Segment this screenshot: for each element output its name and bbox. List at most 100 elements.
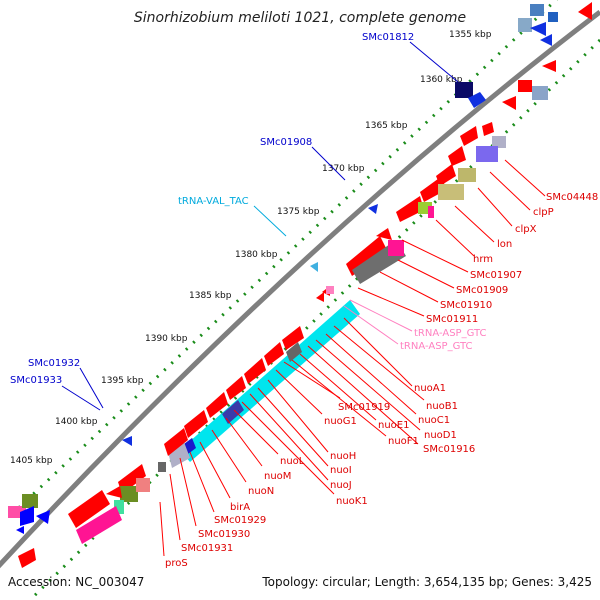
gene-block bbox=[388, 240, 404, 256]
gene-arrow bbox=[20, 506, 34, 526]
leader-SMc01907 bbox=[401, 239, 469, 273]
gene-arrow bbox=[18, 548, 36, 568]
leader-SMc01908 bbox=[311, 146, 346, 181]
leader-SMc01933 bbox=[61, 385, 101, 411]
leader-hrm bbox=[435, 219, 475, 257]
gene-block bbox=[530, 4, 544, 16]
label-SMc01919: SMc01919 bbox=[338, 402, 390, 413]
gene-block bbox=[120, 486, 138, 502]
gene-arrow bbox=[396, 196, 424, 222]
kbp-ticks: 1355 kbp 1360 kbp 1365 kbp 1370 kbp 1375… bbox=[10, 30, 492, 466]
label-nuoA1: nuoA1 bbox=[414, 383, 446, 394]
label-lon: lon bbox=[497, 239, 512, 250]
gene-arrow bbox=[264, 342, 284, 366]
leader-SMc01932 bbox=[79, 367, 104, 409]
gene-block bbox=[22, 494, 38, 508]
tick-1380: 1380 kbp bbox=[235, 250, 278, 260]
gene-arrow bbox=[530, 22, 546, 36]
gene-block bbox=[168, 442, 190, 468]
leader-nuoC1 bbox=[325, 333, 417, 415]
leader-nuoN bbox=[211, 429, 247, 483]
gene-block bbox=[548, 12, 558, 22]
gene-arrow bbox=[540, 34, 552, 46]
label-tRNA-ASP_GTC-2: tRNA-ASP_GTC bbox=[400, 341, 472, 352]
leader-nuoM bbox=[225, 417, 263, 467]
tick-1390: 1390 kbp bbox=[145, 334, 188, 344]
gene-arrow bbox=[448, 146, 466, 166]
tick-1405: 1405 kbp bbox=[10, 456, 53, 466]
tick-1375: 1375 kbp bbox=[277, 207, 320, 217]
gene-arrow bbox=[164, 428, 188, 456]
label-SMc01910: SMc01910 bbox=[440, 300, 492, 311]
gene-arrow bbox=[282, 326, 304, 350]
gene-arrow bbox=[482, 122, 494, 136]
leader-SMc04448 bbox=[504, 159, 546, 197]
gene-arrow bbox=[36, 510, 50, 524]
leader-lon bbox=[454, 205, 495, 243]
leader-tRNA-ASP_GTC-2 bbox=[343, 305, 399, 345]
gene-block bbox=[136, 478, 150, 492]
gene-block bbox=[286, 342, 302, 362]
gene-arrow bbox=[16, 526, 24, 534]
gene-block bbox=[158, 462, 166, 472]
label-nuoC1: nuoC1 bbox=[418, 415, 450, 426]
label-nuoD1: nuoD1 bbox=[424, 430, 457, 441]
gene-arrow bbox=[122, 436, 132, 446]
gene-arrow bbox=[206, 392, 228, 418]
label-clpX: clpX bbox=[515, 224, 537, 235]
gene-arrow bbox=[376, 228, 392, 240]
label-clpP: clpP bbox=[533, 207, 554, 218]
leader-nuoK1 bbox=[241, 401, 335, 495]
leader-nuoG1 bbox=[275, 369, 323, 415]
leader-birA bbox=[199, 441, 231, 499]
label-SMc01908: SMc01908 bbox=[260, 137, 312, 148]
genome-backbone bbox=[0, 10, 600, 569]
label-SMc01907: SMc01907 bbox=[470, 270, 522, 281]
leader-tRNA-VAL_TAC bbox=[253, 205, 287, 237]
gene-block-SMc01812 bbox=[455, 82, 473, 98]
label-SMc01812: SMc01812 bbox=[362, 32, 414, 43]
label-SMc01932: SMc01932 bbox=[28, 358, 80, 369]
map-title: Sinorhizobium meliloti 1021, complete ge… bbox=[134, 10, 466, 26]
label-nuoF1: nuoF1 bbox=[388, 436, 419, 447]
leader-nuoF1 bbox=[291, 359, 387, 437]
gene-arrow bbox=[542, 60, 556, 72]
outer-tick-track bbox=[6, 0, 559, 520]
label-nuoJ: nuoJ bbox=[330, 480, 352, 491]
inner-labels: SMc04448 clpP clpX lon hrm SMc01907 SMc0… bbox=[159, 159, 598, 569]
gene-arrow bbox=[502, 96, 516, 110]
label-hrm: hrm bbox=[473, 254, 493, 265]
gene-block bbox=[114, 500, 124, 514]
gene-block bbox=[492, 136, 506, 148]
label-proS: proS bbox=[165, 558, 188, 569]
label-nuoN: nuoN bbox=[248, 486, 274, 497]
label-tRNA-VAL_TAC: tRNA-VAL_TAC bbox=[178, 196, 249, 207]
label-nuoM: nuoM bbox=[264, 471, 291, 482]
gene-arrow bbox=[346, 236, 388, 276]
gene-block bbox=[476, 146, 498, 162]
gene-arrow bbox=[68, 490, 110, 528]
trna-block bbox=[326, 286, 334, 294]
outer-labels: SMc01812 SMc01908 tRNA-VAL_TAC SMc01932 … bbox=[10, 32, 459, 411]
leader-SMc01911 bbox=[357, 287, 425, 317]
gene-arrow bbox=[226, 376, 246, 400]
gene-block bbox=[458, 168, 476, 182]
gene-arrow bbox=[184, 410, 208, 438]
leader-clpX bbox=[477, 187, 513, 227]
gene-block bbox=[76, 506, 122, 544]
gene-arrow bbox=[316, 292, 324, 302]
label-SMc01909: SMc01909 bbox=[456, 285, 508, 296]
leader-SMc01929 bbox=[189, 451, 215, 513]
gene-block bbox=[438, 184, 464, 200]
gene-block bbox=[222, 400, 244, 424]
leader-nuoJ bbox=[249, 393, 329, 481]
label-birA: birA bbox=[230, 502, 250, 513]
leader-SMc01910 bbox=[379, 271, 439, 303]
tick-1365: 1365 kbp bbox=[365, 121, 408, 131]
nuo-operon-band bbox=[180, 300, 360, 462]
leader-nuoB1 bbox=[333, 325, 425, 401]
gene-arrow bbox=[106, 486, 122, 498]
leader-SMc01909 bbox=[397, 259, 455, 289]
gene-arrow bbox=[468, 92, 486, 108]
